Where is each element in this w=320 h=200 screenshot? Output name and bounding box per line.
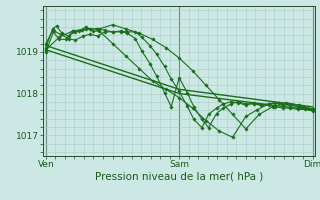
X-axis label: Pression niveau de la mer( hPa ): Pression niveau de la mer( hPa )	[95, 172, 263, 182]
